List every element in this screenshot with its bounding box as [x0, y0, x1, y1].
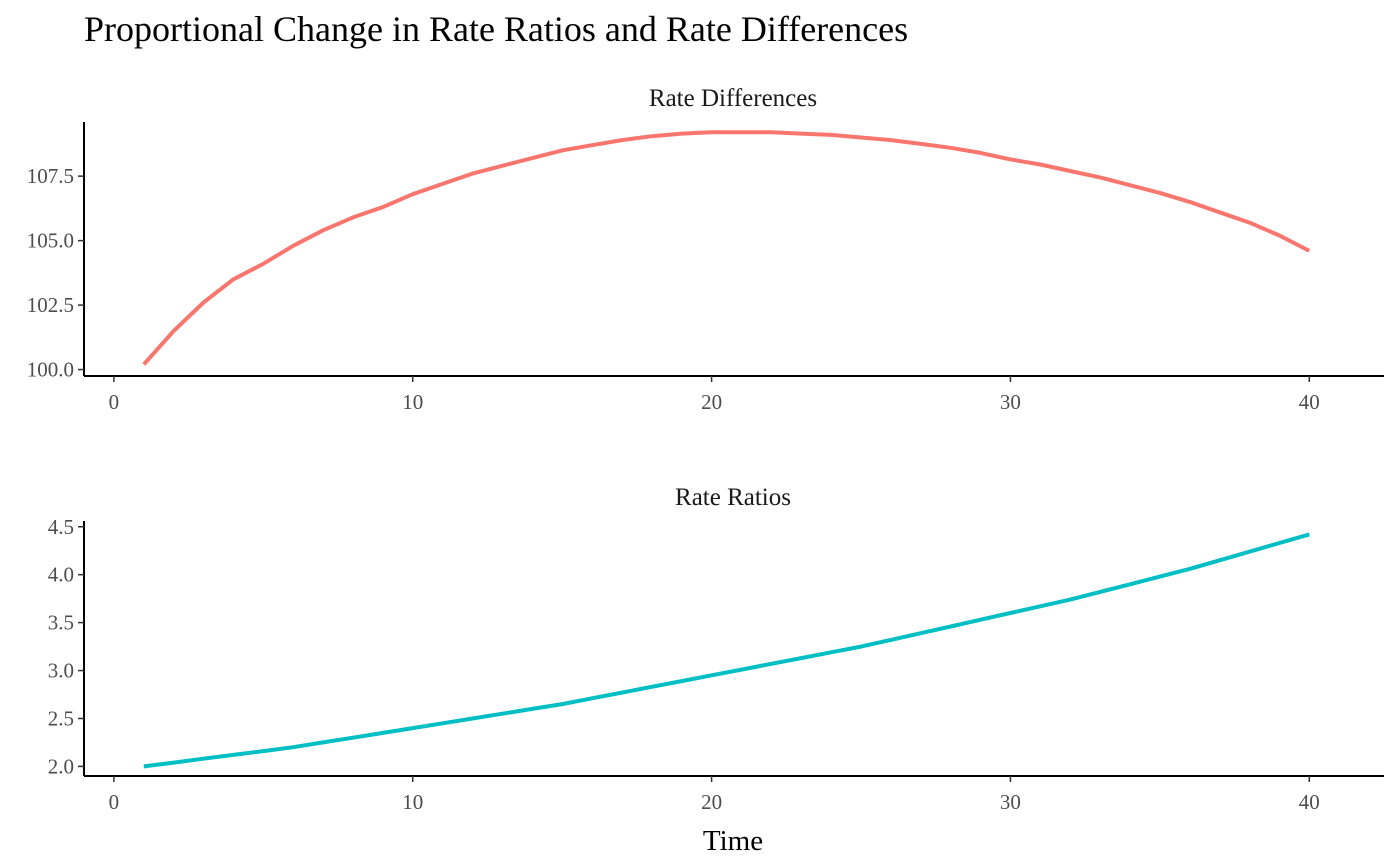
- series-line-rate-ratios: [143, 532, 1310, 769]
- x-tick-label-rate-differences: 20: [701, 390, 722, 414]
- x-tick-label-rate-differences: 10: [402, 390, 423, 414]
- y-tick-label-rate-ratios: 3.5: [48, 611, 74, 635]
- x-tick-label-rate-ratios: 40: [1299, 790, 1320, 814]
- panel-rate-differences: Rate Differences 100.0 102.5 105.0 107.5 0 10…: [27, 85, 1384, 414]
- series-line-rate-differences: [142, 130, 1311, 366]
- x-tick-label-rate-differences: 30: [1000, 390, 1021, 414]
- panel-title-rate-differences: Rate Differences: [649, 85, 817, 112]
- y-tick-label-rate-ratios: 2.0: [48, 754, 74, 778]
- x-tick-label-rate-ratios: 10: [402, 790, 423, 814]
- chart-title: Proportional Change in Rate Ratios and R…: [84, 9, 909, 49]
- y-tick-label-rate-ratios: 2.5: [48, 706, 74, 730]
- y-tick-label-rate-differences: 102.5: [27, 293, 74, 317]
- x-tick-label-rate-differences: 0: [109, 390, 120, 414]
- y-tick-label-rate-ratios: 4.5: [48, 515, 74, 539]
- x-tick-label-rate-differences: 40: [1299, 390, 1320, 414]
- panel-title-rate-ratios: Rate Ratios: [675, 484, 791, 511]
- x-tick-label-rate-ratios: 30: [1000, 790, 1021, 814]
- y-tick-label-rate-ratios: 3.0: [48, 659, 74, 683]
- x-tick-label-rate-ratios: 0: [109, 790, 120, 814]
- y-tick-label-rate-differences: 105.0: [27, 229, 74, 253]
- x-tick-label-rate-ratios: 20: [701, 790, 722, 814]
- panel-rate-ratios: Rate Ratios 2.0 2.5 3.0 3.5 4.0 4.5 0 10 20 30 40: [48, 484, 1384, 814]
- y-tick-label-rate-ratios: 4.0: [48, 563, 74, 587]
- y-tick-label-rate-differences: 107.5: [27, 164, 74, 188]
- x-axis-title: Time: [703, 825, 763, 857]
- y-tick-label-rate-differences: 100.0: [27, 358, 74, 382]
